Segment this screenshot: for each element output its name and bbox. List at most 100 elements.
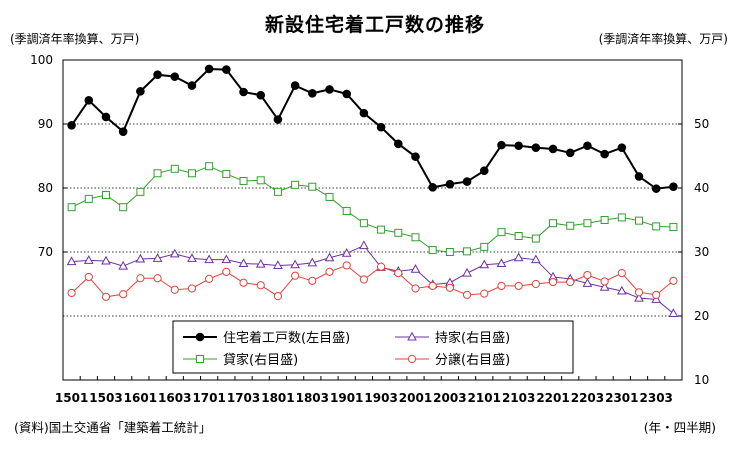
data-point xyxy=(187,169,196,178)
data-point xyxy=(308,88,317,98)
data-point xyxy=(462,177,472,186)
data-point xyxy=(616,285,627,295)
series-lines xyxy=(66,64,679,317)
data-point xyxy=(393,139,403,149)
data-point xyxy=(514,141,523,151)
grid-lines xyxy=(63,123,682,317)
data-point xyxy=(83,255,94,264)
data-point xyxy=(582,278,593,287)
x-tick-label: 1601 xyxy=(124,391,157,405)
right-tick-label: 30 xyxy=(694,245,709,259)
data-point xyxy=(496,258,507,268)
data-point xyxy=(342,261,351,270)
data-point xyxy=(187,81,197,90)
data-point xyxy=(634,288,644,297)
data-point xyxy=(428,281,437,291)
data-point xyxy=(187,284,197,293)
data-point xyxy=(359,219,368,228)
data-point xyxy=(531,279,540,289)
data-point xyxy=(462,267,472,277)
legend-swatch-marker xyxy=(407,354,417,364)
data-point xyxy=(325,267,334,276)
data-point xyxy=(445,248,454,256)
x-tick-label: 2103 xyxy=(502,391,535,405)
data-point xyxy=(668,308,679,317)
data-point xyxy=(652,222,661,231)
data-point xyxy=(445,179,455,189)
data-point xyxy=(583,270,592,280)
x-axis-period-label: (年・四半期) xyxy=(643,420,716,435)
data-point xyxy=(101,255,111,265)
left-tick-label: 70 xyxy=(38,245,53,259)
data-point xyxy=(187,253,197,262)
data-point xyxy=(308,182,317,191)
data-point xyxy=(256,90,266,100)
right-tick-label: 10 xyxy=(694,373,709,387)
data-point xyxy=(170,285,179,294)
data-point xyxy=(377,225,386,234)
data-point xyxy=(583,141,592,151)
data-point xyxy=(479,259,490,269)
data-point xyxy=(66,256,77,266)
data-point xyxy=(411,233,420,242)
series-line xyxy=(71,264,674,298)
data-point xyxy=(513,252,524,262)
data-point xyxy=(411,152,420,161)
data-point xyxy=(497,281,506,291)
data-point xyxy=(394,269,403,278)
data-point xyxy=(101,112,111,122)
data-point xyxy=(307,257,318,267)
data-point xyxy=(119,290,128,299)
data-point xyxy=(153,70,162,80)
legend-box xyxy=(172,320,574,374)
data-point xyxy=(445,283,454,292)
data-point xyxy=(428,183,437,192)
data-point xyxy=(548,277,558,287)
data-point xyxy=(222,169,231,178)
data-point xyxy=(101,191,110,200)
data-point xyxy=(135,253,146,263)
data-point xyxy=(222,65,231,74)
data-point xyxy=(376,122,386,132)
left-axis-unit: (季調済年率換算、万戸) xyxy=(10,32,140,46)
data-point xyxy=(169,248,180,258)
series-0 xyxy=(67,64,678,193)
data-point xyxy=(566,277,575,287)
data-point xyxy=(548,144,558,154)
data-point xyxy=(600,149,609,159)
data-point xyxy=(152,253,163,262)
data-point xyxy=(153,274,162,283)
data-point xyxy=(669,223,678,232)
series-3 xyxy=(67,261,678,301)
x-tick-label: 2003 xyxy=(433,391,466,405)
data-point xyxy=(291,271,300,280)
data-point xyxy=(290,81,300,90)
data-point xyxy=(635,216,644,225)
data-point xyxy=(136,87,145,96)
data-point xyxy=(153,169,162,178)
data-point xyxy=(221,254,232,264)
data-point xyxy=(205,162,214,171)
data-point xyxy=(204,254,215,264)
right-tick-label: 20 xyxy=(694,309,709,323)
right-axis-unit: (季調済年率換算、万戸) xyxy=(598,32,728,46)
data-point xyxy=(634,172,644,181)
data-point xyxy=(118,260,129,270)
x-tick-label: 1901 xyxy=(330,391,363,405)
data-point xyxy=(256,176,265,185)
data-point xyxy=(480,289,489,298)
data-point xyxy=(341,248,352,257)
data-point xyxy=(84,194,93,203)
data-point xyxy=(273,115,283,124)
right-tick-label: 50 xyxy=(694,117,709,131)
data-point xyxy=(67,120,76,130)
legend-label: 貸家(右目盛) xyxy=(223,352,298,368)
data-point xyxy=(84,96,94,105)
data-point xyxy=(549,219,558,228)
x-tick-label: 2101 xyxy=(468,391,501,405)
x-tick-label: 1701 xyxy=(192,391,225,405)
data-point xyxy=(599,281,610,291)
data-point xyxy=(118,127,128,136)
